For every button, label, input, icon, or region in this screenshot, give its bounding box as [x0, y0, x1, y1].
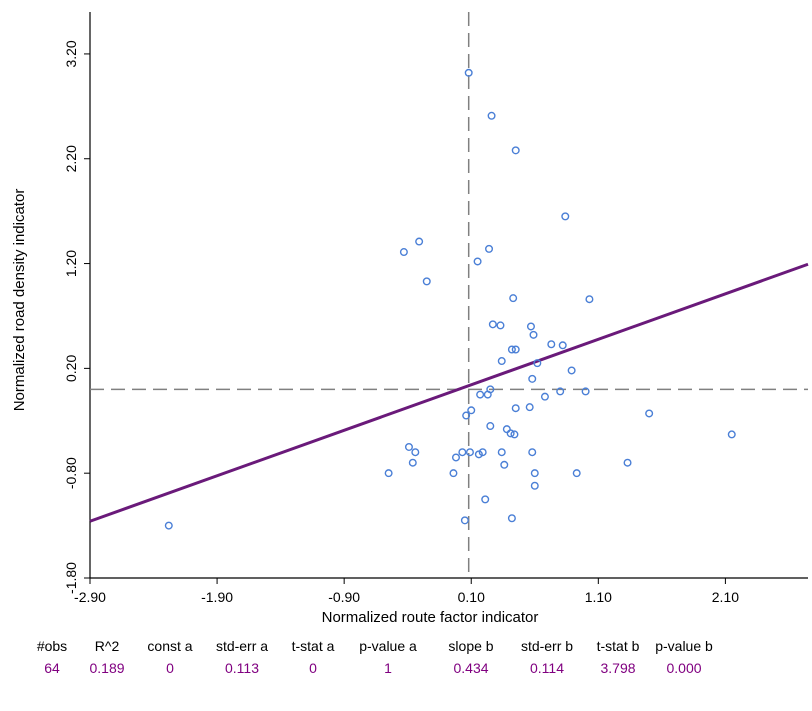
data-point: [556, 387, 565, 396]
data-point: [449, 469, 458, 478]
stats-header-cell: std-err b: [520, 638, 574, 654]
data-point: [408, 458, 417, 467]
scatter-chart: -2.90 -1.90 -0.90 0.10 1.10 2.10 -1.80 -0.80 0.2…: [11, 12, 809, 626]
data-point: [478, 448, 487, 457]
stats-value-cell: 0.000: [666, 660, 702, 676]
x-tick-label: -0.90: [328, 589, 360, 605]
data-point: [507, 345, 516, 354]
x-axis-title: Normalized route factor indicator: [322, 609, 539, 626]
data-point: [526, 322, 535, 331]
data-point: [558, 341, 567, 350]
y-tick-label: 0.20: [63, 355, 79, 382]
stats-value-cell: 0.434: [453, 660, 489, 676]
data-point: [525, 403, 534, 412]
data-point: [462, 411, 471, 420]
data-point: [476, 390, 485, 399]
data-point: [500, 460, 509, 469]
stats-header-cell: const a: [147, 638, 193, 654]
data-point: [502, 425, 511, 434]
data-point: [530, 481, 539, 490]
data-point: [533, 359, 542, 368]
data-point: [511, 404, 520, 413]
plot-area: -2.90 -1.90 -0.90 0.10 1.10 2.10 -1.80 -0.80 0.2…: [63, 12, 809, 605]
regression-line: [89, 262, 809, 523]
data-point: [528, 448, 537, 457]
data-point: [415, 237, 424, 246]
stats-value-cell: 0: [166, 660, 174, 676]
data-point: [458, 448, 467, 457]
stats-header-cell: #obs: [36, 638, 68, 654]
x-tick-label: 0.10: [458, 589, 485, 605]
y-axis-title: Normalized road density indicator: [11, 189, 28, 412]
stats-header-cell: p-value a: [359, 638, 417, 654]
data-point: [567, 366, 576, 375]
data-point: [497, 448, 506, 457]
data-point: [464, 68, 473, 77]
data-point: [585, 295, 594, 304]
data-point: [572, 469, 581, 478]
data-point: [540, 392, 549, 401]
data-point: [507, 514, 516, 523]
stats-header-cell: std-err a: [215, 638, 269, 654]
stats-value-cell: 0.113: [225, 660, 259, 676]
data-point: [164, 521, 173, 530]
data-point: [384, 469, 393, 478]
stats-header-cell: t-stat b: [596, 638, 640, 654]
data-point: [496, 321, 505, 330]
stats-header-cell: R^2: [94, 638, 120, 654]
data-point: [404, 442, 413, 451]
x-tick-label: -1.90: [201, 589, 233, 605]
stats-value-cell: 1: [384, 660, 392, 676]
regression-stats-table: #obs R^2 const a std-err a t-stat a p-value a…: [30, 638, 812, 698]
x-tick-label: 2.10: [712, 589, 739, 605]
data-point: [488, 320, 497, 329]
data-point: [623, 458, 632, 467]
data-point: [528, 374, 537, 383]
data-point: [511, 345, 520, 354]
stats-header-cell: p-value b: [655, 638, 713, 654]
data-point: [561, 212, 570, 221]
data-point: [451, 453, 460, 462]
data-point: [465, 448, 474, 457]
data-point: [487, 111, 496, 120]
data-point: [399, 248, 408, 257]
x-tick-label: 1.10: [585, 589, 612, 605]
data-point: [467, 406, 476, 415]
data-point: [460, 516, 469, 525]
stats-header-cell: slope b: [448, 638, 494, 654]
data-point: [506, 429, 515, 438]
stats-header-cell: t-stat a: [291, 638, 335, 654]
data-point: [511, 146, 520, 155]
stats-value-cell: 64: [44, 660, 60, 676]
data-point: [481, 495, 490, 504]
stats-value-cell: 0: [309, 660, 317, 676]
stats-value-cell: 0.189: [89, 660, 125, 676]
stats-value-cell: 3.798: [600, 660, 636, 676]
data-point: [486, 422, 495, 431]
x-tick-label: -2.90: [74, 589, 106, 605]
data-point: [581, 387, 590, 396]
data-point: [509, 294, 518, 303]
data-point: [529, 330, 538, 339]
data-point: [485, 244, 494, 253]
y-tick-label: -0.80: [63, 457, 79, 489]
y-tick-label: 2.20: [63, 145, 79, 172]
data-point: [727, 430, 736, 439]
y-tick-label: 1.20: [63, 250, 79, 277]
data-point: [422, 277, 431, 286]
data-point: [483, 390, 492, 399]
data-point: [547, 340, 556, 349]
data-point: [497, 357, 506, 366]
y-tick-label: -1.80: [63, 562, 79, 594]
data-point: [530, 469, 539, 478]
stats-value-cell: 0.114: [530, 660, 564, 676]
y-tick-label: 3.20: [63, 40, 79, 67]
data-point: [645, 409, 654, 418]
data-point: [473, 257, 482, 266]
data-point: [411, 448, 420, 457]
data-point: [510, 430, 519, 439]
